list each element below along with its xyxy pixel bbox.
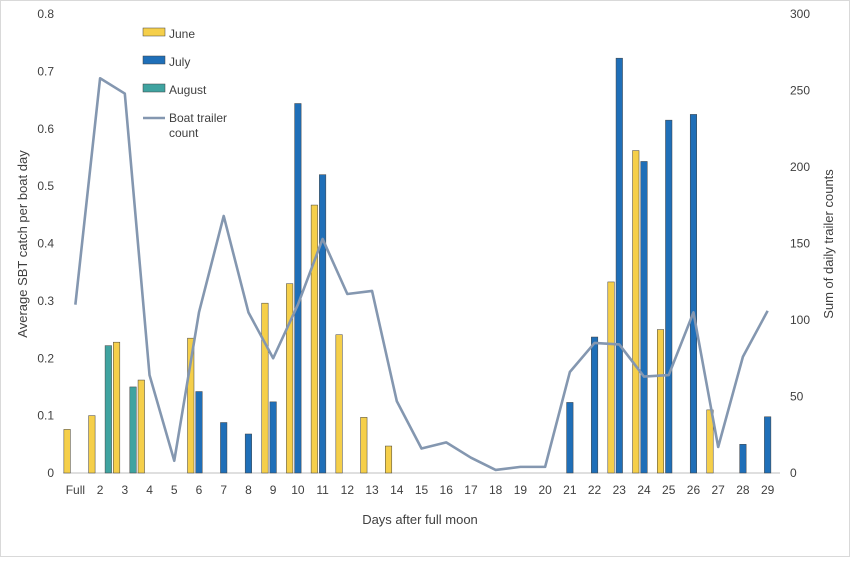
y-tick-label: 0.7 [37,64,54,78]
x-tick-label: Full [66,483,85,497]
x-tick-label: 20 [538,483,552,497]
x-tick-label: 25 [662,483,676,497]
x-tick-label: 16 [440,483,454,497]
y-tick-label: 0.1 [37,409,54,423]
bar-june [89,416,96,473]
bar-july [616,58,623,473]
y2-tick-label: 100 [790,313,810,327]
bar-july [295,104,302,473]
x-tick-label: 13 [365,483,379,497]
x-tick-label: 15 [415,483,429,497]
bar-june [64,429,71,473]
bar-june [262,303,269,473]
y2-tick-label: 200 [790,160,810,174]
bar-july [690,114,697,473]
y-tick-label: 0.2 [37,351,54,365]
bar-june [657,330,664,473]
bar-june [361,417,368,473]
x-tick-label: 22 [588,483,602,497]
bar-july [270,402,277,473]
x-tick-label: 21 [563,483,577,497]
bar-june [336,335,343,473]
legend-swatch-august [143,84,165,92]
bar-june [286,284,293,473]
x-tick-label: 5 [171,483,178,497]
x-tick-label: 11 [316,483,329,497]
y2-tick-label: 250 [790,84,810,98]
bar-july [764,417,771,473]
legend-label-august: August [169,83,207,97]
y2-tick-label: 150 [790,237,810,251]
bar-july [245,434,252,473]
x-tick-label: 3 [121,483,128,497]
bar-june [113,342,120,473]
y2-axis-title: Sum of daily trailer counts [821,169,836,319]
y-tick-label: 0 [47,466,54,480]
bar-august [130,387,137,473]
x-tick-label: 26 [687,483,701,497]
x-tick-label: 28 [736,483,750,497]
x-tick-label: 8 [245,483,252,497]
x-tick-label: 10 [291,483,305,497]
x-tick-label: 17 [464,483,478,497]
x-tick-label: 18 [489,483,503,497]
y-tick-label: 0.5 [37,179,54,193]
x-tick-label: 9 [270,483,277,497]
x-tick-label: 27 [712,483,726,497]
bar-june [311,205,318,473]
y2-tick-label: 0 [790,466,797,480]
y-axis-title: Average SBT catch per boat day [15,150,30,338]
y-tick-label: 0.6 [37,122,54,136]
x-tick-label: 2 [97,483,104,497]
bar-june [633,151,640,473]
x-tick-label: 7 [220,483,227,497]
x-tick-label: 24 [637,483,651,497]
x-tick-label: 4 [146,483,153,497]
legend-label-june: June [169,27,195,41]
bar-july [591,337,598,473]
bar-august [105,346,112,473]
x-axis-title: Days after full moon [362,512,478,527]
legend-label-july: July [169,55,190,69]
y-tick-label: 0.4 [37,237,54,251]
bar-june [385,446,392,473]
x-tick-label: 29 [761,483,775,497]
y-tick-label: 0.8 [37,7,54,21]
bar-july [567,402,574,473]
bar-june [608,282,615,473]
bar-july [319,175,326,473]
x-tick-label: 19 [514,483,528,497]
y2-tick-label: 300 [790,7,810,21]
x-tick-label: 23 [613,483,627,497]
bar-july [665,120,672,473]
bar-june [138,380,145,473]
legend-swatch-june [143,28,165,36]
bar-july [641,161,648,473]
bar-july [196,392,203,473]
legend-swatch-july [143,56,165,64]
x-tick-label: 14 [390,483,404,497]
x-tick-label: 6 [196,483,203,497]
bar-july [740,444,747,473]
bar-july [220,423,227,473]
y2-tick-label: 50 [790,390,804,404]
x-tick-label: 12 [341,483,355,497]
y-tick-label: 0.3 [37,294,54,308]
